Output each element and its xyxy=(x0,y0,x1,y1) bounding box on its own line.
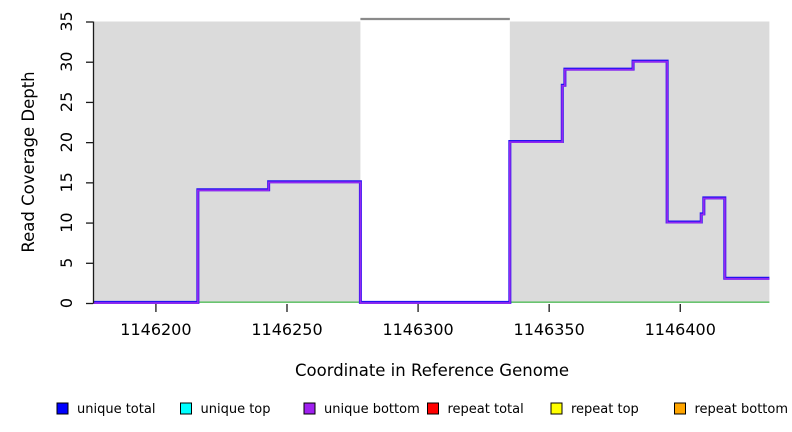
legend-swatch-repeat-bottom xyxy=(674,402,686,415)
x-axis-title: Coordinate in Reference Genome xyxy=(295,361,569,380)
y-axis-title: Read Coverage Depth xyxy=(19,71,38,252)
left-gray-block xyxy=(93,21,361,303)
legend-label-repeat-bottom: repeat bottom xyxy=(695,402,789,417)
legend-swatch-unique-top xyxy=(180,402,192,415)
legend-label-repeat-total: repeat total xyxy=(448,402,524,417)
y-tick-label: 10 xyxy=(57,212,76,232)
y-tick-label: 0 xyxy=(57,298,76,308)
plot-shading-layer xyxy=(93,17,770,303)
axes-layer: 0 5 10 15 20 25 30 35 1146200 1146250 1146300 11463… xyxy=(57,11,716,339)
legend-label-unique-bottom: unique bottom xyxy=(324,402,420,417)
y-tick-label: 15 xyxy=(57,172,76,192)
legend-label-unique-top: unique top xyxy=(201,402,271,417)
y-tick-label: 25 xyxy=(57,92,76,112)
series-layer xyxy=(93,59,770,304)
legend-swatch-repeat-top xyxy=(550,402,563,415)
unique-bottom-coverage-line xyxy=(93,60,770,304)
legend-label-unique-total: unique total xyxy=(77,402,155,417)
x-tick-label: 1146400 xyxy=(645,320,716,339)
legend: unique total unique top unique bottom repea… xyxy=(56,402,789,417)
x-tick-label: 1146300 xyxy=(382,320,453,339)
y-tick-label: 5 xyxy=(57,258,76,268)
legend-swatch-unique-bottom xyxy=(303,402,316,415)
x-tick-label: 1146200 xyxy=(120,320,191,339)
y-tick-label: 20 xyxy=(57,132,76,152)
right-gray-block xyxy=(509,21,770,303)
x-tick-label: 1146250 xyxy=(251,320,322,339)
legend-swatch-unique-total xyxy=(56,402,69,415)
y-tick-label: 30 xyxy=(57,52,76,72)
legend-swatch-repeat-total xyxy=(427,402,439,415)
x-tick-label: 1146350 xyxy=(514,320,585,339)
legend-label-repeat-top: repeat top xyxy=(571,402,639,417)
y-tick-label: 35 xyxy=(57,11,76,31)
